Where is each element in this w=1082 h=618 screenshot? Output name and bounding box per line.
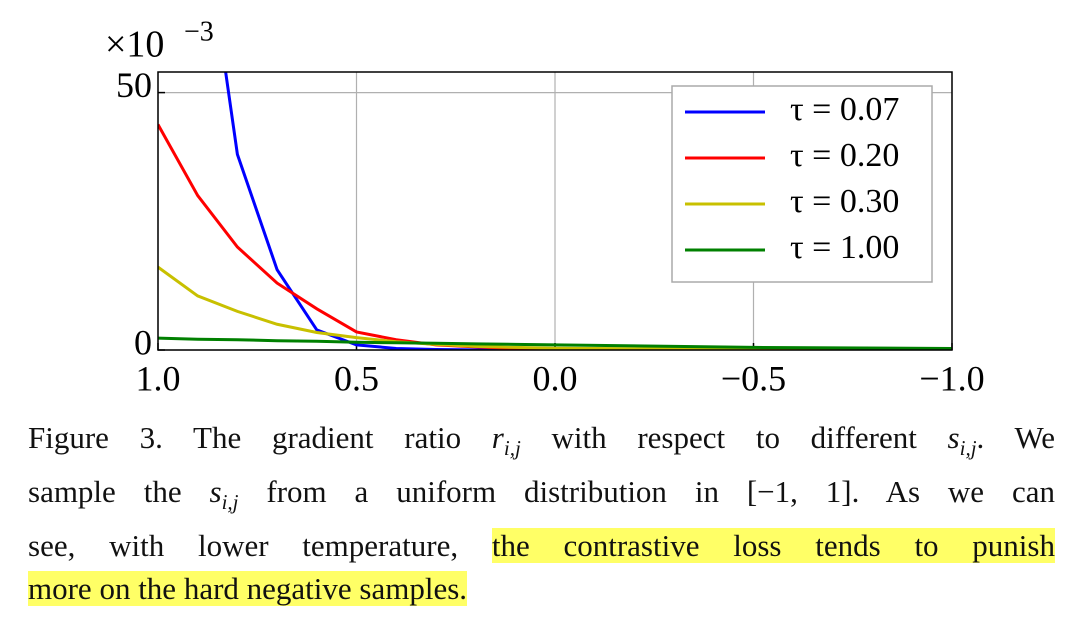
y-offset-base: ×10 [105,24,164,66]
legend-label: τ = 1.00 [790,229,899,266]
math-subscript: i,j [221,490,239,515]
caption-text: see, with lower temperature, [28,528,492,564]
x-tick-label: 0.0 [533,358,578,398]
caption-text: . We [976,420,1055,455]
caption-text: more on the hard negative samples. [28,571,468,607]
math-base: r [491,420,504,455]
caption-text: from a uniform distribution in [−1, 1]. … [238,474,1055,510]
series-line [224,72,952,350]
math-subscript: i,j [959,436,977,461]
math: si,j [947,420,977,460]
math-base: s [209,474,222,510]
x-tick-label: 0.5 [334,358,379,398]
legend-label: τ = 0.30 [790,183,899,220]
math: si,j [209,474,238,514]
y-offset-exponent: −3 [184,16,214,47]
caption-line: Figure 3. The gradient ratio ri,j with r… [28,416,1055,470]
plot-frame [157,71,953,351]
caption-line: more on the hard negative samples. [28,567,1055,610]
math: ri,j [491,420,521,460]
caption-line: see, with lower temperature, the contras… [28,524,1055,567]
caption-text: Figure 3. The gradient ratio [28,420,492,455]
y-tick-label: 50 [116,65,152,105]
caption-text: with respect to different [520,420,948,455]
x-tick-label: −0.5 [721,358,786,398]
x-tick-label: −1.0 [919,358,984,398]
caption: Figure 3. The gradient ratio ri,j with r… [28,416,1055,610]
chart: ×10 −3 1.0 0.5 0.0 −0.5 −1.0 0 50 τ = 0.07 τ = 0… [105,16,985,398]
series-line [158,336,952,350]
caption-line: sample the si,j from a uniform distribut… [28,470,1055,524]
math-subscript: i,j [503,436,521,461]
caption-text: sample the [28,474,210,510]
caption-text: the contrastive loss tends to punish [491,528,1055,564]
legend-label: τ = 0.20 [790,137,899,174]
x-tick-label: 1.0 [136,358,181,398]
legend-label: τ = 0.07 [790,91,899,128]
math-base: s [947,420,960,455]
y-tick-label: 0 [134,322,152,362]
